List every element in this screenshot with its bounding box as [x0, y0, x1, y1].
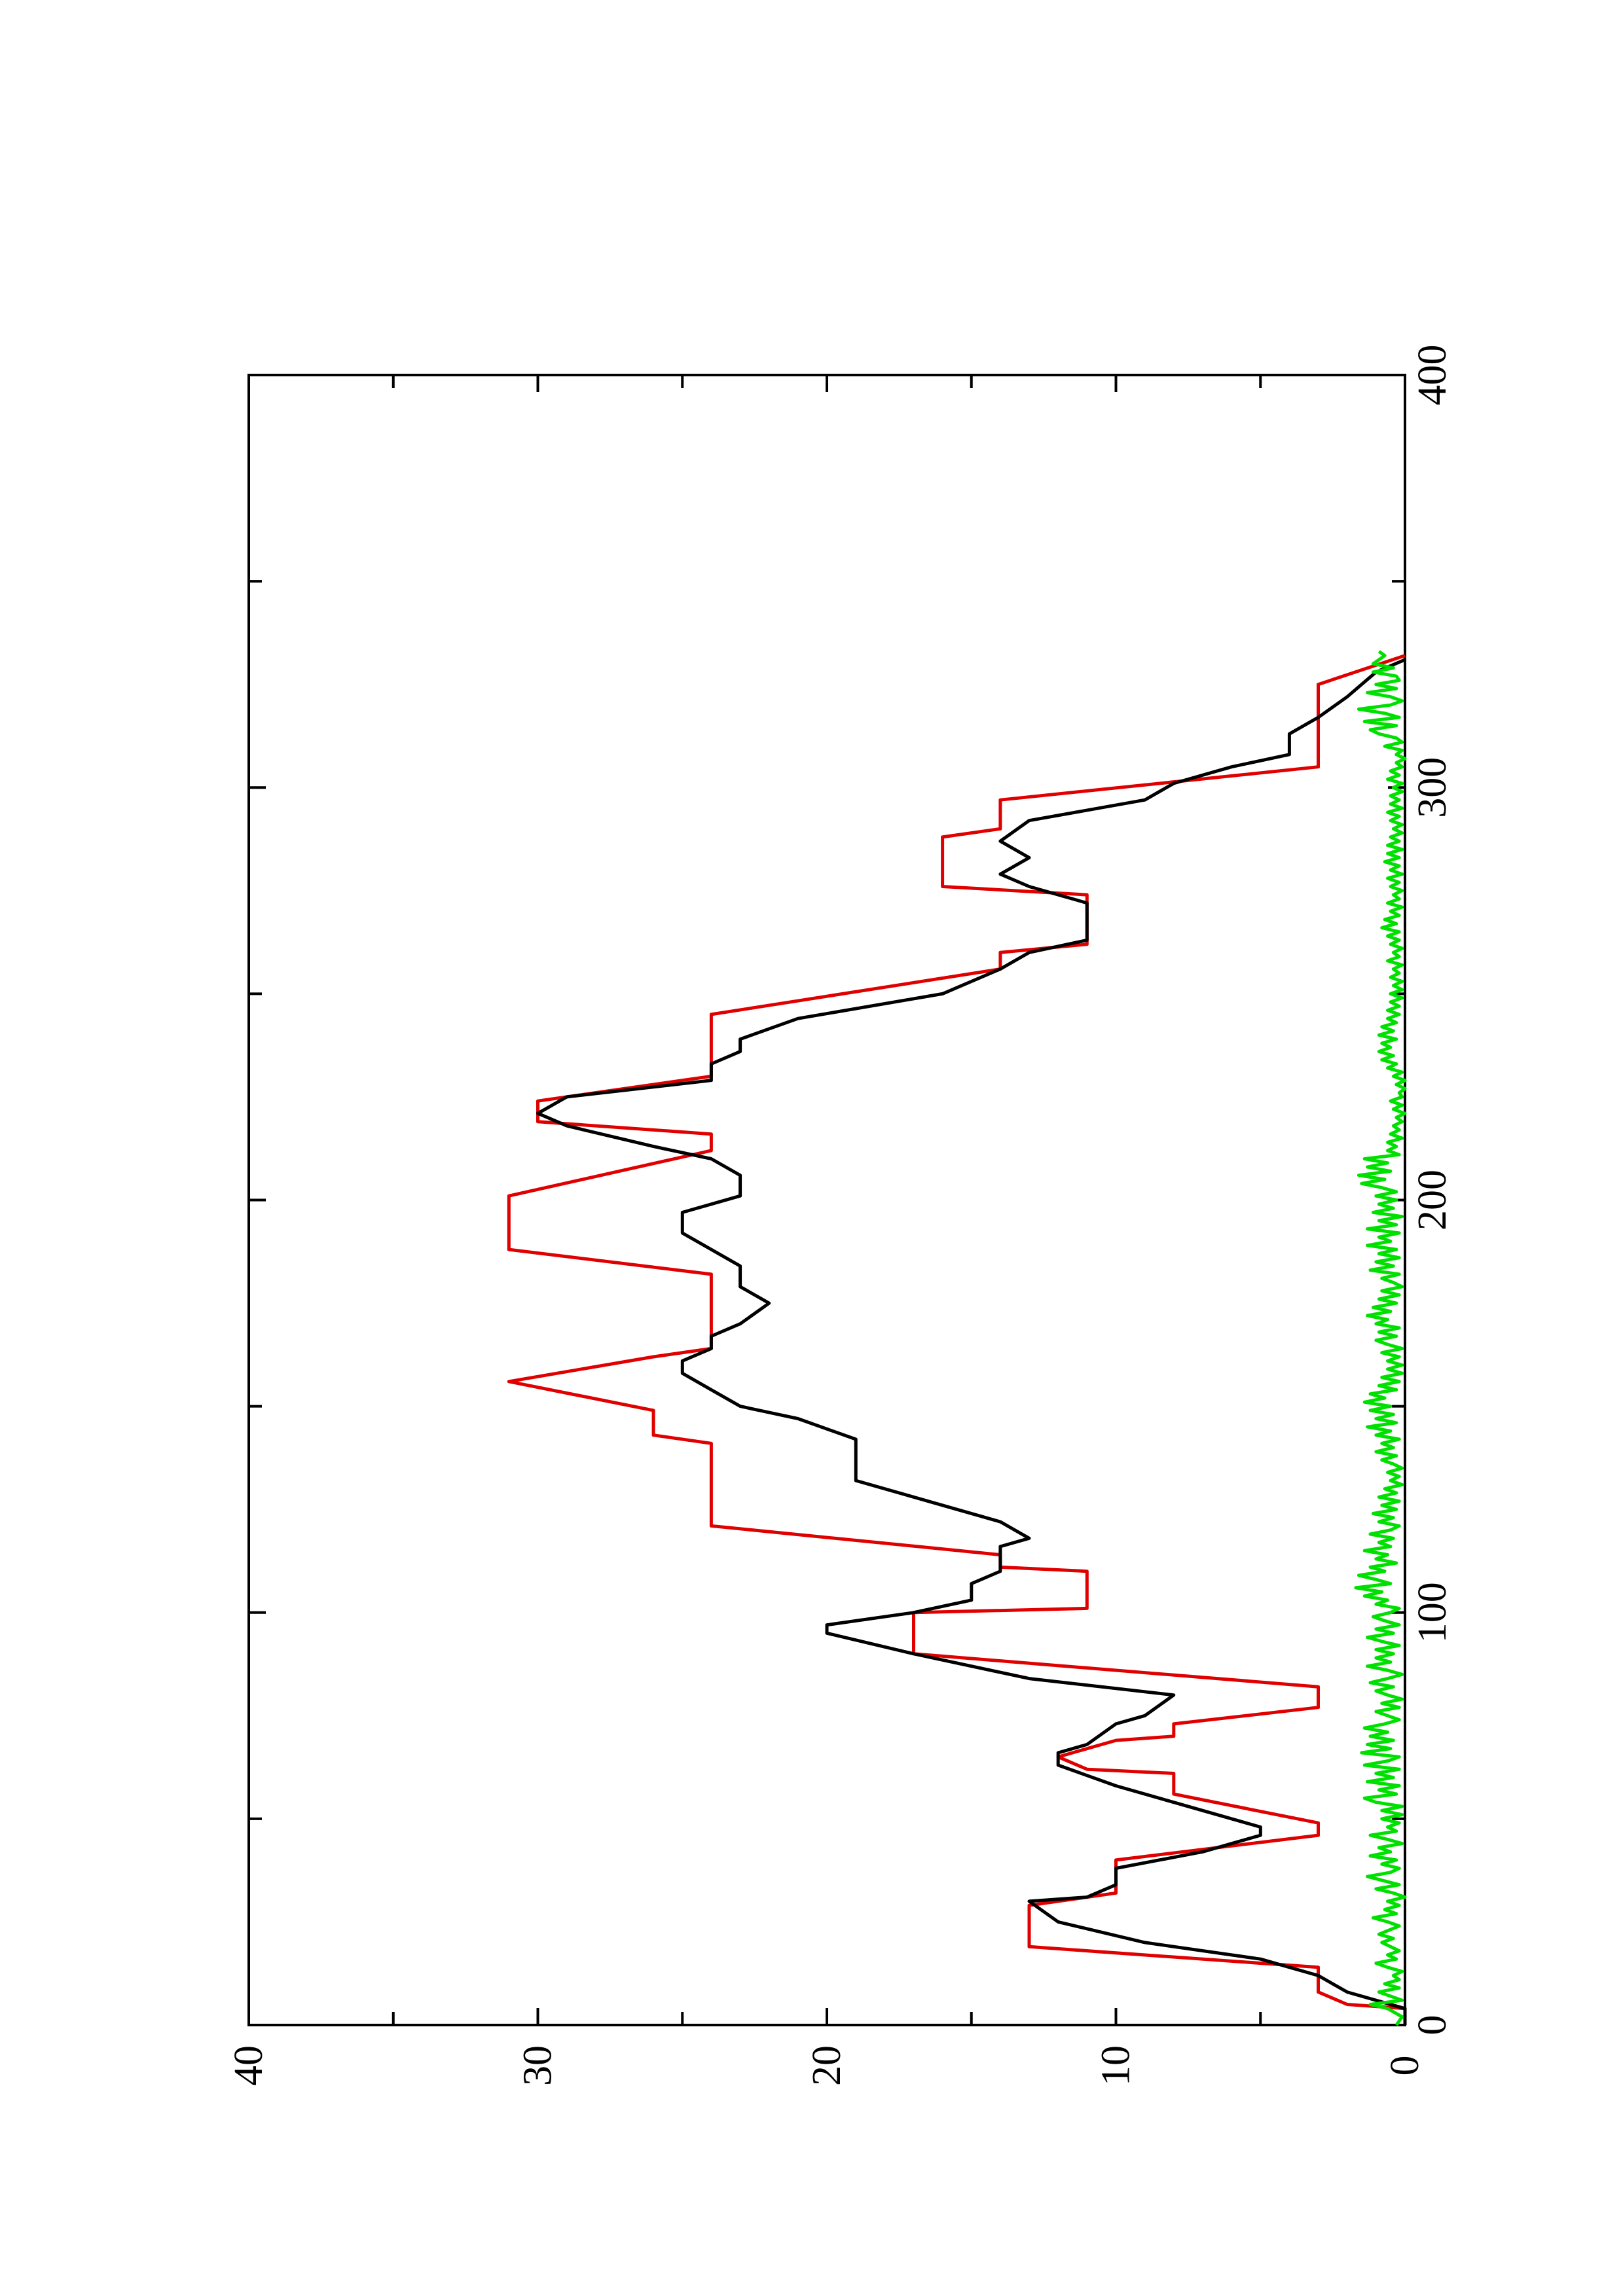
y-tick-label: 10	[1094, 2045, 1139, 2086]
x-tick-label: 0	[1410, 2015, 1455, 2036]
series-lines	[507, 650, 1407, 2026]
y-tick-label: 30	[516, 2045, 560, 2086]
black-series-line	[536, 658, 1407, 2025]
x-tick-label: 300	[1410, 757, 1455, 818]
x-tick-label: 400	[1410, 345, 1455, 406]
x-tick-label: 200	[1410, 1170, 1455, 1230]
axis-ticks	[247, 374, 1406, 2026]
y-tick-label: 0	[1383, 2056, 1427, 2076]
axis-tick-labels: 0 100 200 300 400 0 10 20 30 40	[227, 345, 1455, 2087]
y-tick-label: 20	[805, 2045, 849, 2086]
plot-area	[247, 374, 1406, 2026]
plot-frame	[247, 374, 1406, 2026]
red-series-line	[507, 654, 1407, 2025]
y-tick-label: 40	[227, 2045, 271, 2086]
x-tick-label: 100	[1410, 1582, 1455, 1643]
green-series-line	[1354, 650, 1407, 2026]
